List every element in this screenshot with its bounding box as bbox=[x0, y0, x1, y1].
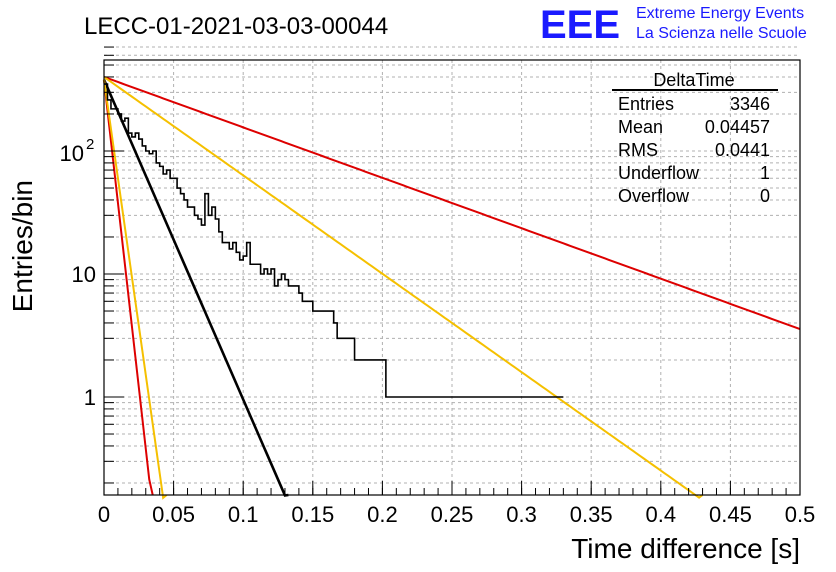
histogram-series bbox=[104, 83, 564, 398]
x-axis: 0 0.05 0.1 0.15 0.2 0.25 0.3 0.35 0.4 0.45 0.5 bbox=[98, 481, 815, 527]
fit-curve-5 bbox=[103, 79, 168, 500]
stats-row-value: 0.04457 bbox=[705, 117, 770, 137]
y-tick-label: 1 bbox=[84, 385, 96, 410]
eee-logo: EEE Extreme Energy Events La Scienza nel… bbox=[540, 3, 807, 47]
y-tick-label: 10 bbox=[72, 262, 96, 287]
logo-line-2: La Scienza nelle Scuole bbox=[636, 25, 807, 42]
stats-row-label: Overflow bbox=[618, 186, 690, 206]
chart-title: LECC-01-2021-03-03-00044 bbox=[84, 13, 388, 40]
y-tick-label-exponent: 2 bbox=[86, 136, 94, 153]
x-tick-label: 0.35 bbox=[570, 502, 613, 527]
x-tick-label: 0.4 bbox=[646, 502, 677, 527]
fit-curve-2 bbox=[103, 76, 801, 331]
stats-row-label: RMS bbox=[618, 140, 658, 160]
stats-row-value: 0 bbox=[760, 186, 770, 206]
stats-row-value: 1 bbox=[760, 163, 770, 183]
x-tick-label: 0.2 bbox=[367, 502, 398, 527]
fit-curve-3 bbox=[103, 76, 704, 499]
stats-box: DeltaTime Entries 3346 Mean 0.04457 RMS 0.044… bbox=[612, 70, 778, 206]
x-tick-label: 0.1 bbox=[228, 502, 259, 527]
fit-curve-1 bbox=[102, 79, 289, 497]
stats-row-value: 3346 bbox=[730, 94, 770, 114]
x-tick-label: 0.5 bbox=[785, 502, 816, 527]
stats-row-label: Mean bbox=[618, 117, 663, 137]
fit-curve-4 bbox=[103, 79, 154, 496]
x-tick-label: 0.05 bbox=[152, 502, 195, 527]
x-tick-label: 0.15 bbox=[291, 502, 334, 527]
x-tick-label: 0.25 bbox=[431, 502, 474, 527]
logo-mark: EEE bbox=[540, 3, 620, 47]
x-tick-label: 0.45 bbox=[709, 502, 752, 527]
stats-row-value: 0.0441 bbox=[715, 140, 770, 160]
y-axis-label: Entries/bin bbox=[7, 180, 38, 312]
stats-row-label: Underflow bbox=[618, 163, 700, 183]
x-tick-label: 0.3 bbox=[506, 502, 537, 527]
x-tick-label: 0 bbox=[98, 502, 110, 527]
logo-line-1: Extreme Energy Events bbox=[636, 5, 804, 22]
fit-curves bbox=[102, 76, 801, 500]
grid-lines bbox=[104, 46, 800, 495]
stats-title: DeltaTime bbox=[653, 70, 734, 90]
x-axis-label: Time difference [s] bbox=[571, 533, 800, 564]
y-tick-label: 10 bbox=[60, 141, 84, 166]
stats-row-label: Entries bbox=[618, 94, 674, 114]
